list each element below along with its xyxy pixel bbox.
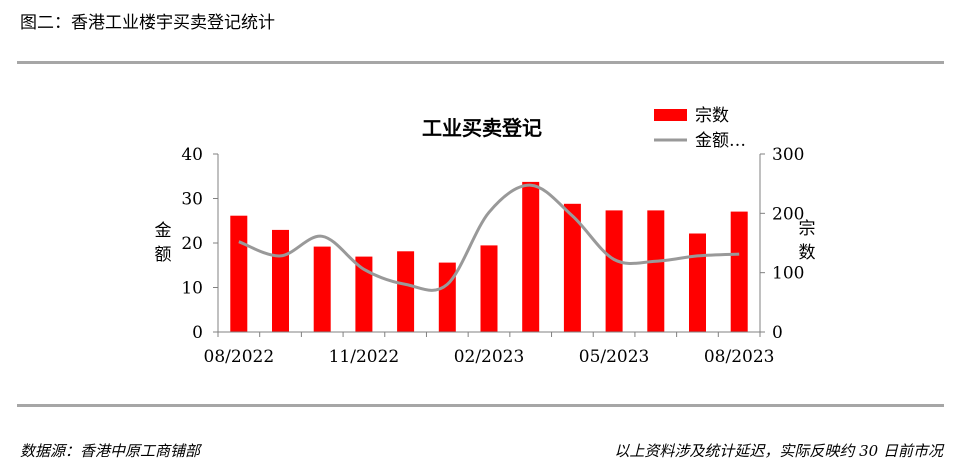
left-tick-label: 10 [181,279,203,299]
legend-bar-swatch [654,109,687,121]
bar-04/2023 [563,203,581,332]
left-tick-label: 0 [192,323,203,343]
bar-07/2023 [689,233,706,332]
legend-line-label: 金额… [695,131,746,151]
x-tick-label: 02/2023 [454,347,525,367]
left-axis-title: 金额 [155,221,172,265]
bar-08/2022 [230,215,248,332]
delay-note: 以上资料涉及统计延迟，实际反映约 30 日前市况 [614,442,943,460]
chart-title: 工业买卖登记 [422,116,542,140]
bar-10/2022 [313,246,331,332]
left-tick-label: 30 [181,190,203,210]
left-tick-label: 40 [181,145,203,165]
x-tick-label: 08/2022 [204,347,275,367]
bar-06/2023 [647,210,665,332]
bar-09/2022 [272,229,289,332]
bar-05/2023 [605,210,623,332]
right-tick-label: 300 [772,145,804,165]
right-tick-label: 0 [772,323,783,343]
x-tick-label: 11/2022 [329,347,400,367]
bottom-divider [17,404,944,407]
figure-title: 图二：香港工业楼宇买卖登记统计 [20,13,275,33]
bar-03/2023 [522,181,540,332]
amount-line [238,183,740,292]
bar-08/2023 [730,211,748,332]
bar-12/2022 [397,251,415,332]
right-axis-title: 宗数 [799,219,816,263]
bar-01/2023 [438,262,456,332]
x-tick-label: 08/2023 [704,347,775,367]
source-note: 数据源：香港中原工商铺部 [20,442,201,460]
top-divider [17,61,944,64]
bar-11/2022 [355,256,373,332]
right-tick-label: 200 [772,204,804,224]
x-tick-label: 05/2023 [579,347,650,367]
right-tick-label: 100 [772,264,804,284]
left-tick-label: 20 [181,234,203,254]
bar-02/2023 [480,245,498,332]
legend-bar-label: 宗数 [695,106,729,126]
